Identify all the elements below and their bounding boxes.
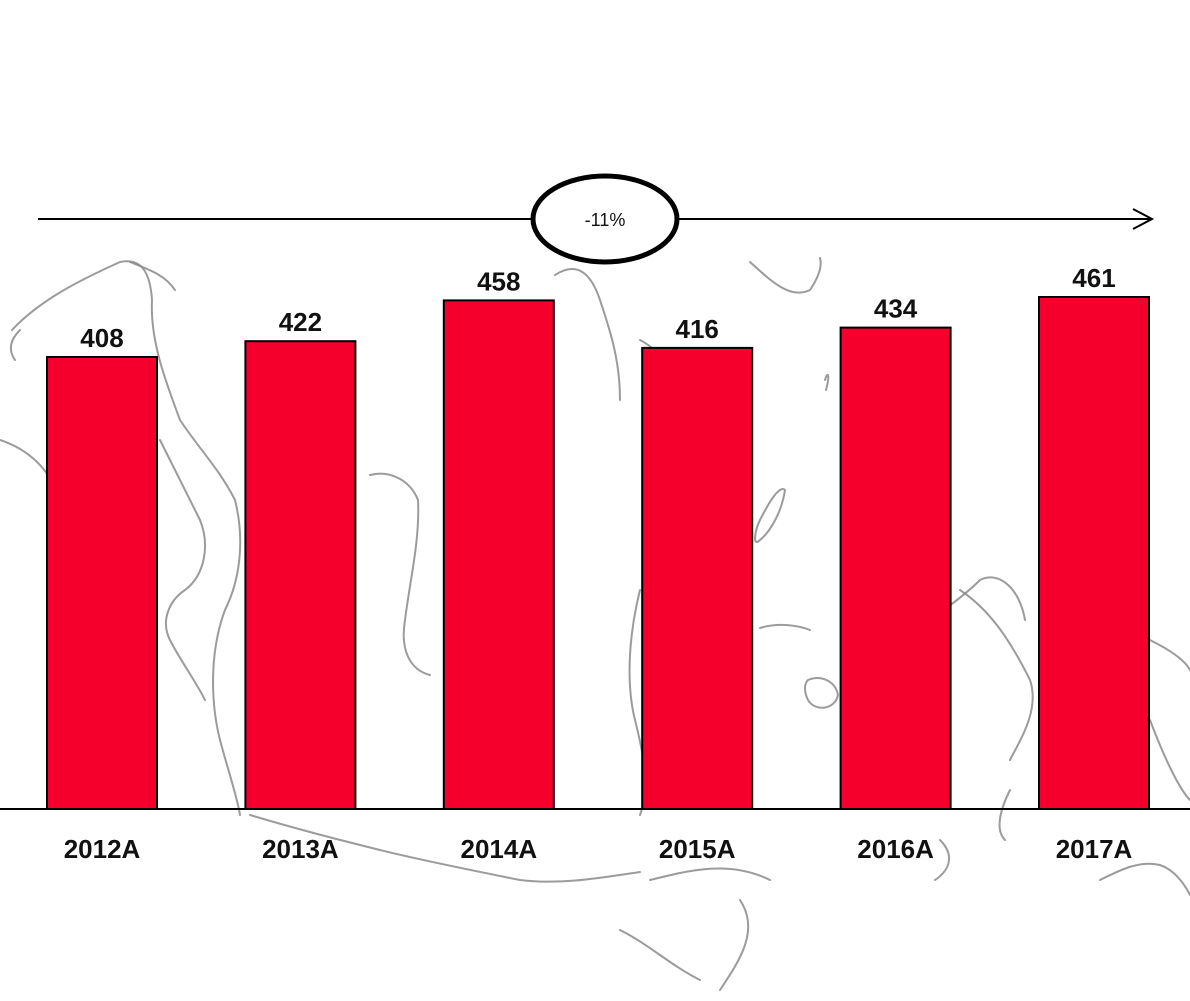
tick-label-2015A: 2015A: [659, 834, 736, 864]
tick-label-2012A: 2012A: [64, 834, 141, 864]
tick-label-2017A: 2017A: [1056, 834, 1133, 864]
value-label-2013A: 422: [279, 307, 322, 337]
bars-layer: [46, 296, 1150, 810]
growth-annotation: -11%: [38, 173, 1155, 265]
growth-ellipse: [530, 173, 680, 265]
tick-label-2016A: 2016A: [857, 834, 934, 864]
bar-2014A: [442, 299, 555, 810]
bar-2012A: [46, 356, 158, 810]
value-label-2016A: 434: [874, 294, 918, 324]
tick-labels-layer: 2012A 2013A 2014A 2015A 2016A 2017A: [64, 834, 1133, 864]
bar-2013A: [244, 340, 357, 810]
arrow-head-icon: [1132, 208, 1155, 230]
growth-label: -11%: [585, 210, 626, 230]
map-background-icon: [0, 257, 1190, 991]
value-labels-layer: 408 422 458 416 434 461: [80, 263, 1115, 353]
value-label-2012A: 408: [80, 323, 123, 353]
bar-2017A: [1038, 296, 1150, 810]
bar-2015A: [641, 346, 754, 810]
tick-label-2013A: 2013A: [262, 834, 339, 864]
tick-label-2014A: 2014A: [460, 834, 537, 864]
value-label-2015A: 416: [676, 314, 719, 344]
value-label-2014A: 458: [477, 266, 520, 296]
bar-2016A: [839, 326, 952, 810]
value-label-2017A: 461: [1072, 263, 1115, 293]
